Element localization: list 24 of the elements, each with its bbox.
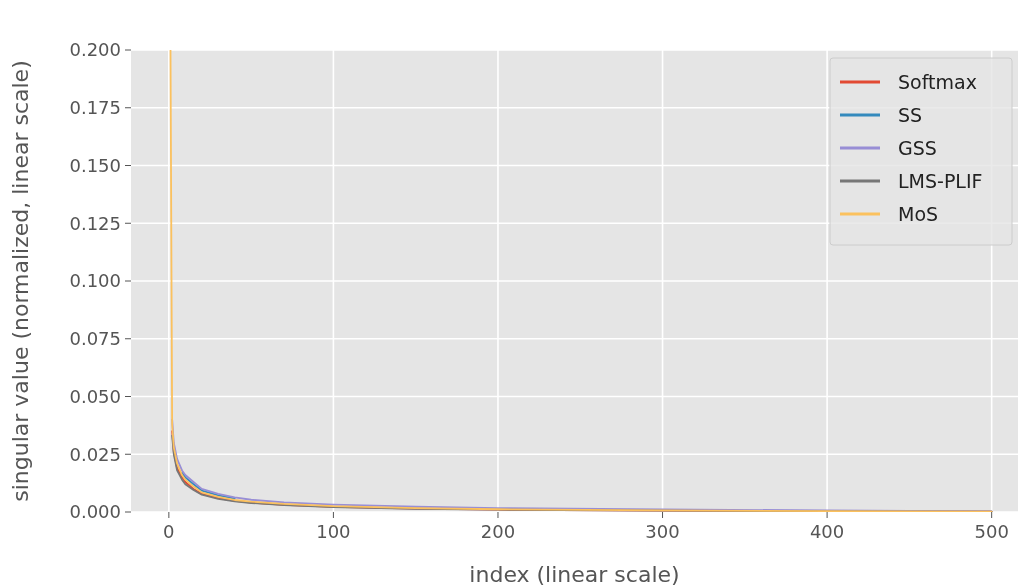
y-tick-label: 0.100 (69, 270, 121, 292)
legend-label: MoS (898, 202, 939, 225)
legend-label: GSS (898, 136, 937, 159)
legend-label: LMS-PLIF (898, 169, 983, 192)
x-axis-title: index (linear scale) (469, 562, 680, 586)
y-tick-label: 0.050 (69, 385, 121, 407)
y-tick-label: 0.125 (69, 212, 121, 234)
y-axis-title: singular value (normalized, linear scale) (8, 60, 33, 502)
y-tick-label: 0.175 (69, 97, 121, 119)
line-series (169, 50, 993, 512)
legend-label: Softmax (898, 70, 977, 93)
x-tick-label: 300 (645, 521, 680, 542)
line-series (181, 471, 236, 500)
y-tick-label: 0.075 (69, 328, 121, 350)
y-tick-label: 0.150 (69, 154, 121, 176)
x-tick-label: 100 (316, 521, 351, 542)
x-tick-label: 500 (974, 521, 1009, 542)
y-tick-label: 0.000 (69, 501, 121, 523)
legend-label: SS (898, 103, 923, 126)
x-tick-label: 200 (480, 521, 516, 542)
x-tick-label: 0 (163, 521, 175, 542)
x-tick-label: 400 (809, 521, 845, 542)
y-tick-label: 0.025 (69, 443, 121, 465)
y-tick-label: 0.200 (69, 39, 121, 61)
